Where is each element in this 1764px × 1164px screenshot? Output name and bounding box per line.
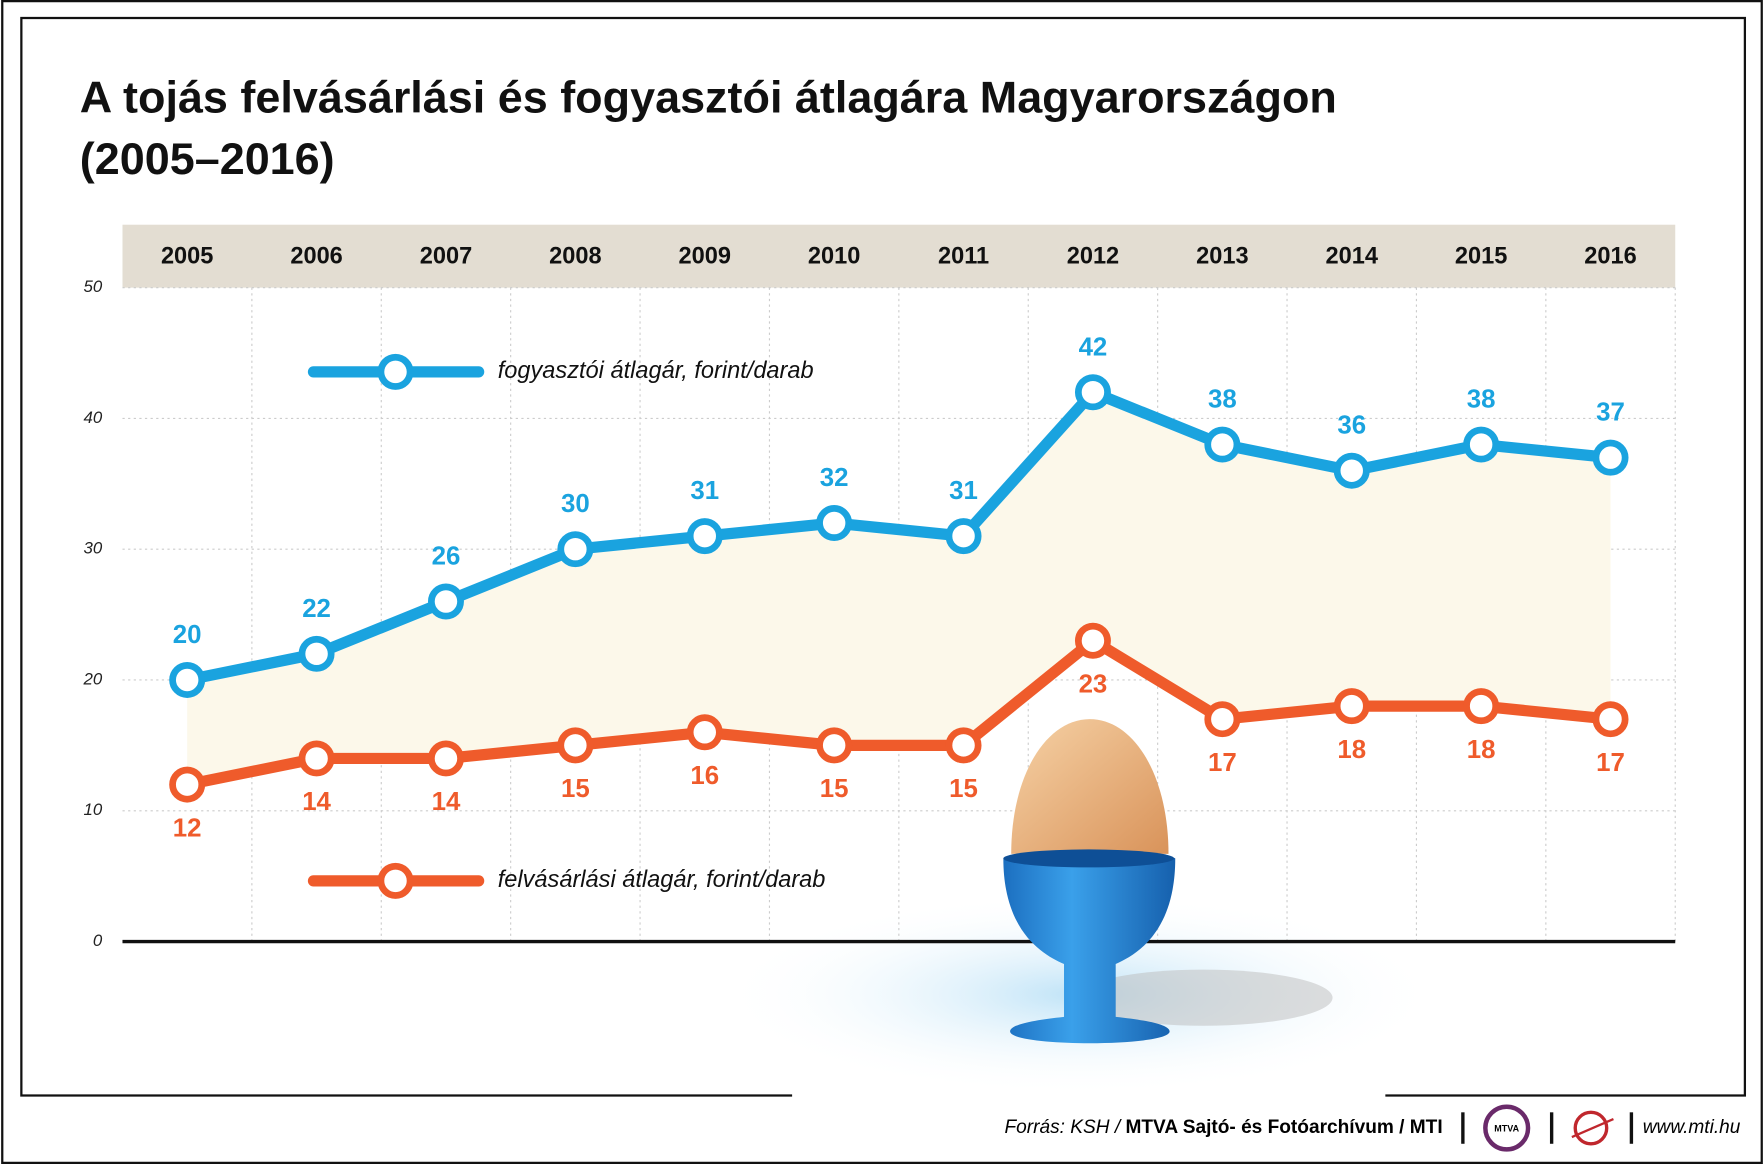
point bbox=[427, 583, 464, 620]
point bbox=[945, 518, 982, 555]
band-fill bbox=[187, 392, 1611, 785]
data-label: 14 bbox=[432, 788, 461, 816]
url: www.mti.hu bbox=[1643, 1117, 1741, 1138]
point bbox=[1204, 426, 1241, 463]
data-label: 23 bbox=[1079, 671, 1108, 699]
point bbox=[1592, 701, 1629, 738]
x-tick-label: 2006 bbox=[290, 243, 342, 269]
point bbox=[1333, 688, 1370, 725]
point bbox=[557, 531, 594, 568]
point bbox=[945, 727, 982, 764]
point bbox=[1074, 622, 1111, 659]
x-tick-label: 2011 bbox=[938, 243, 989, 269]
y-tick-label: 40 bbox=[84, 408, 103, 427]
point bbox=[1204, 701, 1241, 738]
point bbox=[1333, 452, 1370, 489]
cup-rim bbox=[1003, 849, 1175, 868]
data-label: 42 bbox=[1079, 333, 1108, 361]
point bbox=[1592, 439, 1629, 476]
logo-mti-line bbox=[1571, 1118, 1614, 1139]
point bbox=[169, 766, 206, 803]
data-label: 12 bbox=[173, 814, 202, 842]
data-label: 16 bbox=[690, 762, 719, 790]
data-label: 15 bbox=[561, 775, 590, 803]
data-label: 17 bbox=[1596, 749, 1625, 777]
data-label: 31 bbox=[690, 477, 719, 505]
logo-ring bbox=[1483, 1104, 1531, 1152]
logo-mti bbox=[1573, 1110, 1609, 1146]
chart-title: A tojás felvásárlási és fogyasztói átlag… bbox=[80, 71, 1337, 122]
point bbox=[816, 505, 853, 542]
x-tick-label: 2015 bbox=[1455, 243, 1507, 269]
data-label: 18 bbox=[1337, 736, 1366, 764]
series-line bbox=[186, 635, 1612, 791]
data-label: 26 bbox=[432, 543, 461, 571]
egg bbox=[1011, 719, 1169, 854]
x-tick-label: 2016 bbox=[1584, 243, 1636, 269]
y-tick-label: 0 bbox=[93, 931, 103, 950]
x-tick-label: 2009 bbox=[679, 243, 731, 269]
data-label: 30 bbox=[561, 490, 590, 518]
data-label: 38 bbox=[1467, 386, 1496, 414]
y-tick-label: 50 bbox=[84, 277, 103, 296]
legend-marker bbox=[377, 862, 414, 899]
data-label: 22 bbox=[302, 595, 331, 623]
point bbox=[816, 727, 853, 764]
footer-source: Forrás: KSH / MTVA Sajtó- és Fotóarchívu… bbox=[1004, 1117, 1442, 1138]
logo-text: MTVA bbox=[1494, 1124, 1519, 1134]
data-label: 18 bbox=[1467, 736, 1496, 764]
x-tick-label: 2005 bbox=[161, 243, 213, 269]
data-label: 14 bbox=[302, 788, 331, 816]
x-tick-label: 2007 bbox=[420, 243, 472, 269]
legend-label: fogyasztói átlagár, forint/darab bbox=[498, 357, 814, 383]
y-tick-label: 30 bbox=[84, 539, 103, 558]
data-label: 20 bbox=[173, 621, 202, 649]
egg-cup bbox=[1003, 855, 1176, 1044]
y-tick-label: 20 bbox=[83, 669, 103, 688]
x-tick-label: 2010 bbox=[808, 243, 860, 269]
point bbox=[298, 740, 335, 777]
x-tick-label: 2013 bbox=[1196, 243, 1248, 269]
egg-illustration bbox=[1003, 719, 1333, 1044]
data-label: 37 bbox=[1596, 399, 1625, 427]
source: Forrás: KSH / bbox=[1004, 1117, 1121, 1138]
point bbox=[557, 727, 594, 764]
point bbox=[1463, 426, 1500, 463]
legend-marker bbox=[377, 353, 414, 390]
series-line bbox=[186, 386, 1612, 686]
data-label: 15 bbox=[820, 775, 849, 803]
egg-shadow bbox=[1074, 969, 1333, 1026]
point bbox=[298, 635, 335, 672]
data-label: 38 bbox=[1208, 386, 1237, 414]
data-label: 32 bbox=[820, 464, 849, 492]
data-label: 31 bbox=[949, 477, 978, 505]
y-tick-label: 10 bbox=[84, 800, 103, 819]
data-label: 17 bbox=[1208, 749, 1237, 777]
point bbox=[169, 661, 206, 698]
credit: MTVA Sajtó- és Fotóarchívum / MTI bbox=[1125, 1117, 1442, 1138]
point bbox=[1463, 688, 1500, 725]
x-tick-label: 2008 bbox=[549, 243, 601, 269]
category-band bbox=[122, 224, 1676, 288]
point bbox=[427, 740, 464, 777]
point bbox=[1074, 374, 1111, 411]
x-tick-label: 2014 bbox=[1326, 243, 1378, 269]
inner-frame bbox=[20, 16, 1747, 1097]
data-label: 15 bbox=[949, 775, 978, 803]
legend-label: felvásárlási átlagár, forint/darab bbox=[498, 866, 826, 892]
point bbox=[686, 518, 723, 555]
chart-subtitle: (2005–2016) bbox=[80, 133, 335, 184]
x-tick-label: 2012 bbox=[1067, 243, 1119, 269]
point bbox=[686, 714, 723, 751]
data-label: 36 bbox=[1337, 412, 1366, 440]
